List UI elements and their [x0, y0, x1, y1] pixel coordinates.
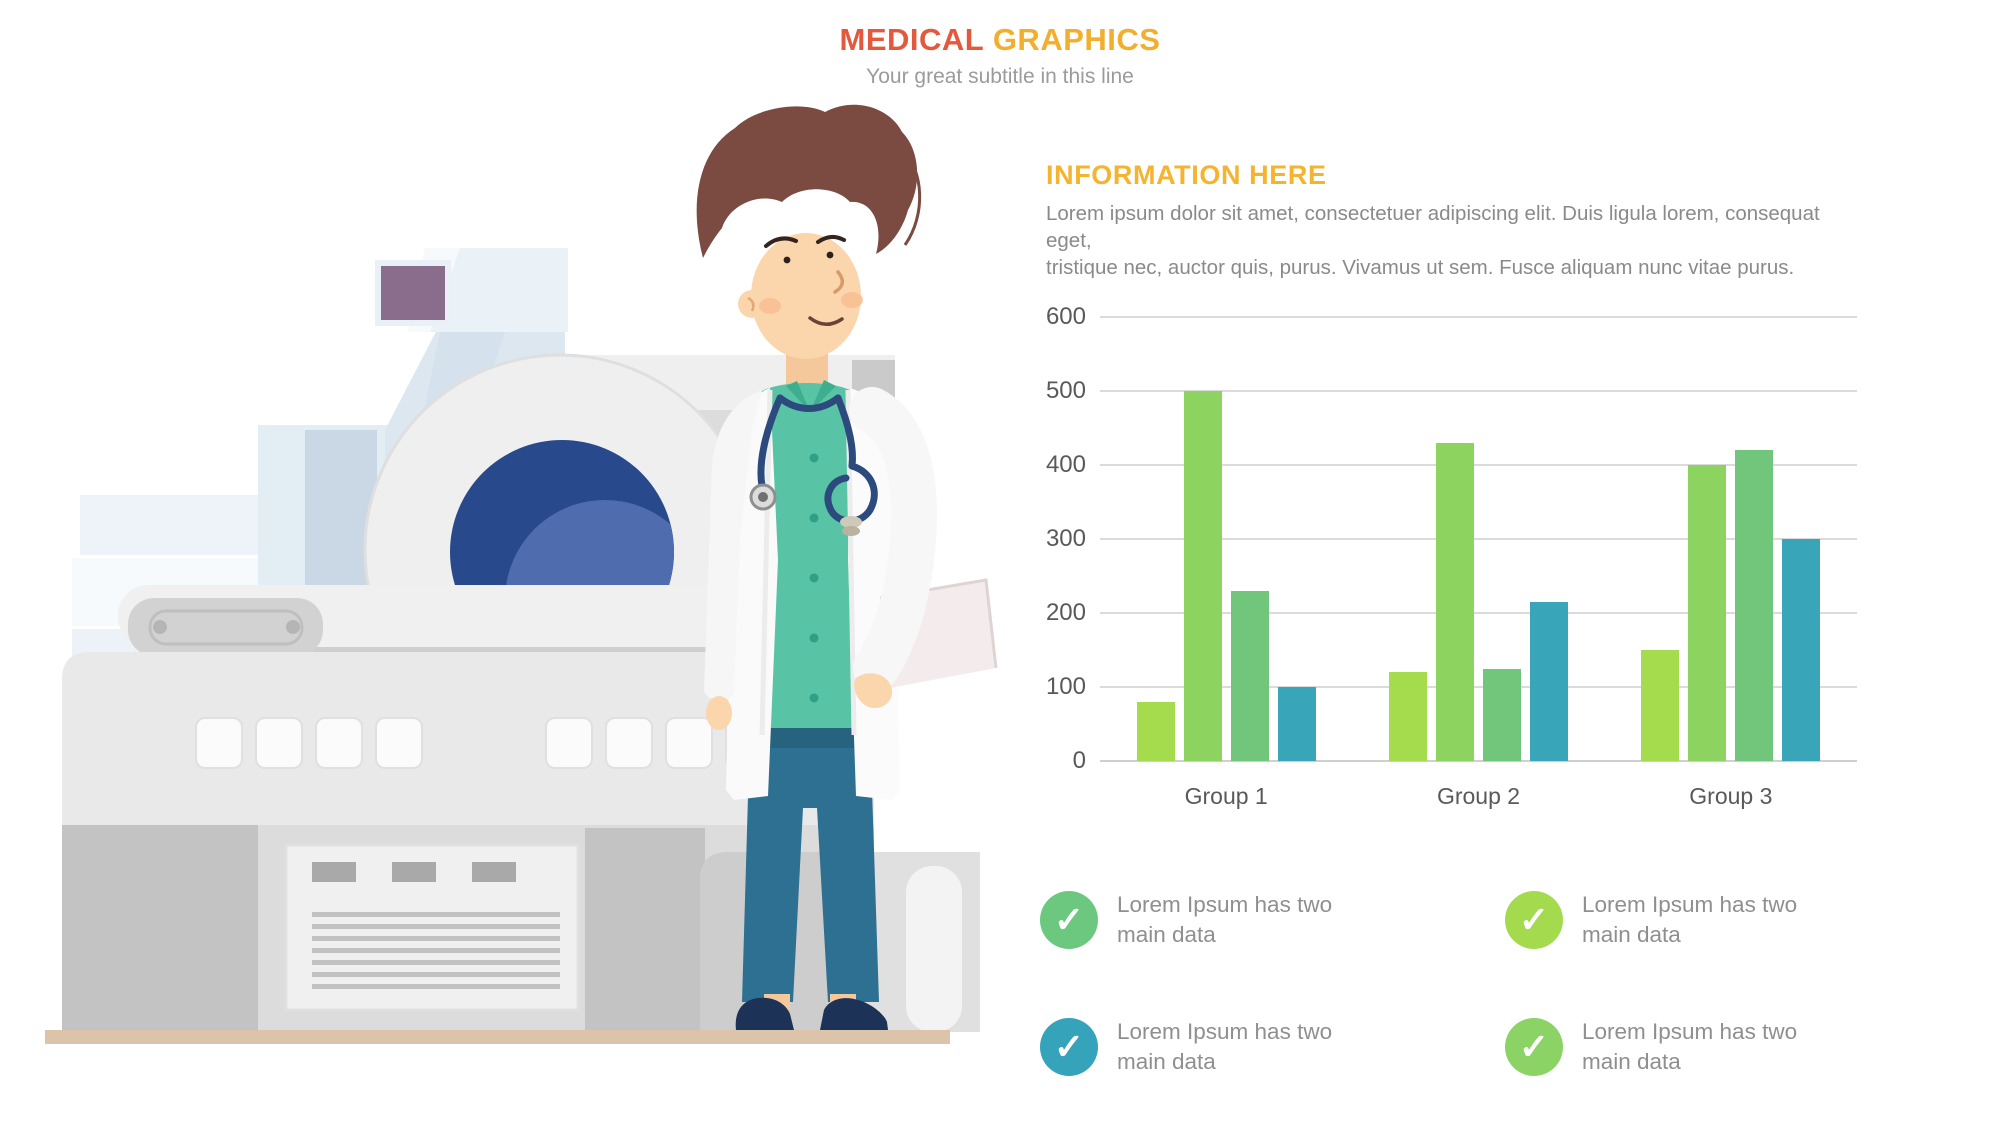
bar-group2-series1	[1389, 672, 1427, 761]
bullet-item-1: ✓ Lorem Ipsum has two main data	[1040, 890, 1335, 950]
page-title: MEDICAL GRAPHICS	[0, 22, 2000, 58]
y-axis-tick-500: 500	[1045, 377, 1086, 404]
bar-group3-series1	[1641, 650, 1680, 761]
page-title-primary: MEDICAL	[839, 22, 984, 57]
check-icon: ✓	[1040, 1018, 1098, 1076]
x-axis-label-3: Group 3	[1689, 783, 1773, 809]
check-icon: ✓	[1505, 1018, 1563, 1076]
header: MEDICAL GRAPHICS Your great subtitle in …	[0, 22, 2000, 89]
gridline-0	[1100, 760, 1857, 762]
y-axis-tick-400: 400	[1045, 451, 1086, 478]
gridline-500	[1100, 390, 1857, 392]
info-body-line2: tristique nec, auctor quis, purus. Vivam…	[1046, 256, 1795, 279]
x-axis-label-1: Group 1	[1184, 783, 1268, 809]
check-icon: ✓	[1040, 891, 1098, 949]
x-axis-label-2: Group 2	[1436, 783, 1521, 809]
bar-group3-series3	[1735, 450, 1774, 761]
gridline-300	[1100, 538, 1857, 540]
bar-group1-series2	[1183, 391, 1222, 761]
y-axis-tick-0: 0	[1072, 747, 1086, 774]
gridline-200	[1100, 612, 1857, 614]
gridline-600	[1100, 316, 1857, 318]
bar-group1-series1	[1136, 701, 1175, 761]
bullet-item-4: ✓ Lorem Ipsum has two main data	[1505, 1017, 1800, 1077]
bar-group2-series4	[1530, 601, 1568, 761]
y-axis-tick-300: 300	[1045, 525, 1086, 552]
y-axis-tick-100: 100	[1045, 673, 1086, 700]
floor	[45, 1030, 950, 1044]
gridline-400	[1100, 464, 1857, 466]
bar-group2-series2	[1436, 442, 1474, 761]
bullet-text: Lorem Ipsum has two main data	[1582, 1019, 1798, 1074]
mri-machine-illustration	[45, 248, 980, 1044]
y-axis-tick-600: 600	[1045, 303, 1086, 330]
bullet-text: Lorem Ipsum has two main data	[1582, 892, 1798, 947]
info-body-line1: Lorem ipsum dolor sit amet, consectetuer…	[1046, 202, 1820, 252]
info-body: Lorem ipsum dolor sit amet, consectetuer…	[1046, 200, 1856, 281]
bar-group1-series3	[1230, 590, 1269, 761]
bar-group3-series2	[1688, 465, 1727, 761]
bar-group3-series4	[1782, 539, 1821, 761]
info-heading: INFORMATION HERE	[1046, 160, 1327, 190]
gridline-100	[1100, 686, 1857, 688]
info-section: INFORMATION HERE Lorem ipsum dolor sit a…	[1046, 160, 1856, 281]
bullet-item-3: ✓ Lorem Ipsum has two main data	[1040, 1017, 1335, 1077]
check-icon: ✓	[1505, 891, 1563, 949]
bullet-item-2: ✓ Lorem Ipsum has two main data	[1505, 890, 1800, 950]
bullet-text: Lorem Ipsum has two main data	[1117, 892, 1333, 947]
page-subtitle: Your great subtitle in this line	[866, 65, 1134, 88]
bar-group2-series3	[1483, 668, 1521, 761]
bar-chart: 0 100 200 300 400 500 600 Group 1 Group 2 Group 3	[1046, 303, 1857, 809]
bullet-text: Lorem Ipsum has two main data	[1117, 1019, 1333, 1074]
doctor-illustration	[696, 104, 998, 1030]
bar-group1-series4	[1277, 687, 1316, 761]
doctor-mri-illustration	[45, 104, 998, 1044]
y-axis-tick-200: 200	[1045, 599, 1086, 626]
page-title-secondary: GRAPHICS	[992, 22, 1161, 57]
